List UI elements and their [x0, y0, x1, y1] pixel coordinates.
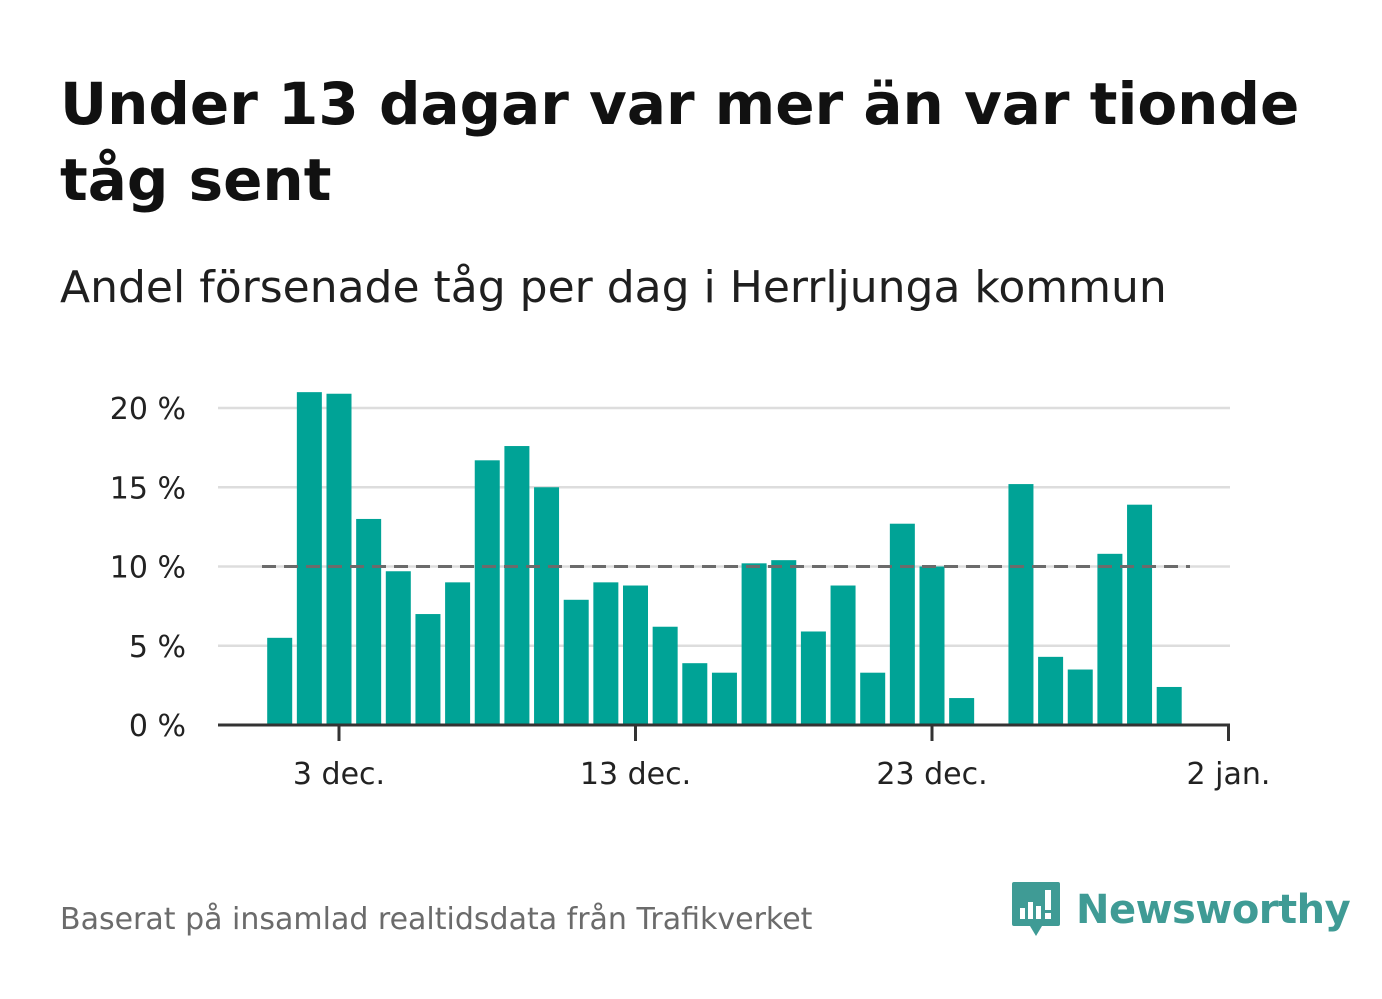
- chart-title: Under 13 dagar var mer än var tionde tåg…: [60, 70, 1300, 214]
- bar-2023-12-31: [1156, 686, 1182, 725]
- bar-2023-12-13: [623, 585, 648, 725]
- bar-2023-12-22: [889, 523, 915, 725]
- y-tick-label-0: 0 %: [129, 709, 186, 744]
- newsworthy-logo-icon: [1012, 882, 1060, 936]
- x-tick-label-0: 3 dec.: [293, 757, 385, 792]
- bar-2023-12-09: [504, 446, 530, 725]
- x-tick-label-1: 13 dec.: [580, 757, 691, 792]
- bar-chart: 0 % 5 % 10 % 15 % 20 % 3 dec. 13 dec. 23 dec. 2…: [110, 392, 1271, 792]
- bar-2023-12-19: [800, 631, 826, 725]
- bar-2023-12-01: [267, 637, 293, 725]
- bar-2023-12-05: [385, 571, 411, 725]
- x-tick-label-3: 2 jan.: [1187, 757, 1271, 792]
- bar-2023-12-14: [652, 626, 678, 725]
- bar-2023-12-24: [949, 698, 975, 725]
- bar-2023-12-03: [326, 393, 352, 725]
- bar-2023-12-21: [860, 672, 886, 725]
- bar-2023-12-27: [1038, 656, 1064, 725]
- y-tick-label-1: 5 %: [129, 630, 186, 665]
- bar-2023-12-10: [534, 487, 560, 725]
- x-tick-label-2: 23 dec.: [876, 757, 987, 792]
- y-tick-label-4: 20 %: [110, 392, 186, 427]
- newsworthy-logo: Newsworthy: [1010, 878, 1351, 942]
- axes: [218, 723, 1230, 741]
- bar-2023-12-07: [445, 582, 471, 725]
- bars: [267, 392, 1182, 725]
- bar-2023-12-28: [1067, 669, 1093, 725]
- y-tick-label-2: 10 %: [110, 551, 186, 586]
- y-tick-labels: 0 % 5 % 10 % 15 % 20 %: [110, 392, 186, 744]
- chart-subtitle: Andel försenade tåg per dag i Herrljunga…: [60, 262, 1167, 313]
- x-tick-labels: 3 dec. 13 dec. 23 dec. 2 jan.: [293, 757, 1271, 792]
- y-tick-label-3: 15 %: [110, 471, 186, 506]
- bar-2023-12-02: [296, 392, 322, 725]
- newsworthy-logo-text: Newsworthy: [1076, 887, 1351, 933]
- bar-2023-12-30: [1127, 504, 1153, 725]
- bar-2023-12-06: [415, 614, 441, 725]
- bar-2023-12-12: [593, 582, 619, 725]
- bar-2023-12-16: [711, 672, 737, 725]
- bar-2023-12-26: [1008, 484, 1034, 725]
- bar-2023-12-20: [830, 585, 856, 725]
- bar-2023-12-08: [474, 460, 500, 725]
- bar-2023-12-15: [682, 663, 708, 725]
- bar-2023-12-17: [741, 563, 767, 725]
- bar-2023-12-18: [771, 560, 797, 725]
- bar-2023-12-23: [919, 566, 945, 725]
- bar-2023-12-11: [563, 599, 589, 725]
- bar-2023-12-29: [1097, 553, 1123, 725]
- source-note: Baserat på insamlad realtidsdata från Tr…: [60, 902, 813, 937]
- bar-2023-12-04: [356, 518, 382, 725]
